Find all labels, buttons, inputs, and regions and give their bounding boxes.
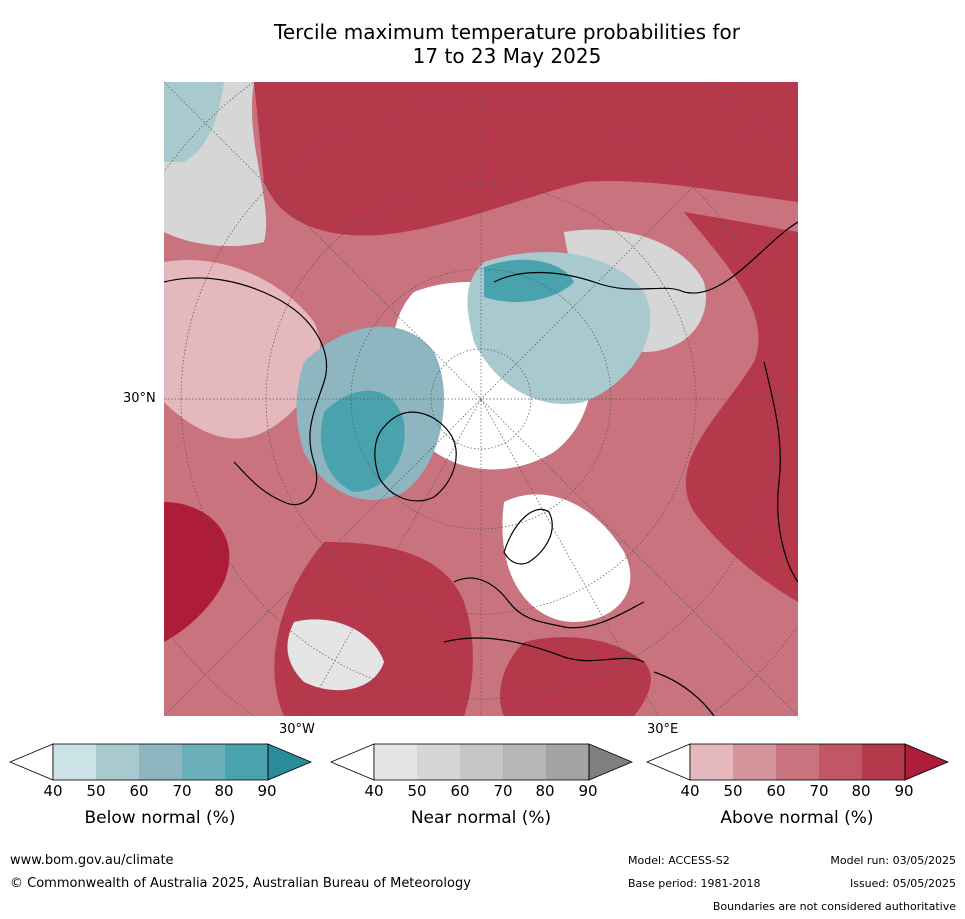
colorbar-bin — [374, 744, 417, 780]
tick-label: 50 — [723, 782, 743, 800]
longitude-label-30e: 30°E — [647, 722, 679, 737]
colorbar-high-arrow — [267, 743, 313, 781]
above-normal-region-west-pacific — [164, 502, 230, 642]
near-normal-region-atlantic — [287, 619, 384, 691]
coastline-eurasia — [493, 221, 798, 294]
colorbar-below-normal — [8, 743, 313, 781]
colorbar-above-normal-label: Above normal (%) — [720, 808, 874, 828]
coastlines — [164, 221, 798, 716]
colorbar-bin — [733, 744, 776, 780]
probability-map — [164, 82, 798, 716]
colorbar-low-arrow — [8, 743, 54, 781]
tick-label: 50 — [407, 782, 427, 800]
base-period: Base period: 1981-2018 — [628, 877, 761, 890]
tick-label: 90 — [578, 782, 598, 800]
colorbar-high-arrow — [588, 743, 634, 781]
colorbar-low-arrow — [329, 743, 375, 781]
tick-label: 50 — [86, 782, 106, 800]
colorbar-frame — [373, 743, 590, 781]
website-link[interactable]: www.bom.gov.au/climate — [10, 853, 174, 868]
coastline-greenland — [374, 411, 457, 502]
below-normal-region-canada-core — [320, 390, 405, 492]
tick-label: 90 — [894, 782, 914, 800]
coastline-north-america — [164, 277, 328, 506]
coastline-scandinavia — [503, 508, 553, 565]
tick-label: 60 — [129, 782, 149, 800]
colorbar-bin — [546, 744, 589, 780]
coastline-east-asia — [763, 361, 798, 583]
colorbar-bin — [503, 744, 546, 780]
colorbar-bin — [96, 744, 139, 780]
below-normal-region-west — [164, 82, 224, 162]
latitude-label-30n: 30°N — [123, 391, 156, 406]
tick-label: 70 — [809, 782, 829, 800]
above-normal-region-north-pacific — [254, 82, 798, 236]
tick-label: 40 — [680, 782, 700, 800]
colorbar-below-normal-label: Below normal (%) — [84, 808, 236, 828]
colorbar-below-normal-swatches — [8, 743, 313, 781]
model-name: Model: ACCESS-S2 — [628, 854, 730, 867]
tick-label: 90 — [257, 782, 277, 800]
model-run-date: Model run: 03/05/2025 — [830, 854, 956, 867]
colorbar-near-normal — [329, 743, 634, 781]
colorbar-bin — [776, 744, 819, 780]
graticule — [164, 82, 798, 716]
above-normal-region-asia — [684, 212, 798, 602]
tick-label: 40 — [364, 782, 384, 800]
boundaries-disclaimer: Boundaries are not considered authoritat… — [712, 900, 956, 913]
copyright-text: © Commonwealth of Australia 2025, Austra… — [10, 876, 471, 891]
colorbar-high-arrow — [904, 743, 950, 781]
tick-label: 80 — [535, 782, 555, 800]
colorbar-bin — [819, 744, 862, 780]
coastline-europe — [453, 577, 645, 629]
title-line-2: 17 to 23 May 2025 — [412, 44, 602, 68]
tick-label: 70 — [172, 782, 192, 800]
colorbar-near-normal-label: Near normal (%) — [410, 808, 552, 828]
colorbar-low-arrow — [645, 743, 691, 781]
title-line-1: Tercile maximum temperature probabilitie… — [274, 20, 740, 44]
tick-label: 70 — [493, 782, 513, 800]
colorbar-bin — [182, 744, 225, 780]
above-normal-region-mediterranean — [500, 637, 651, 716]
tick-label: 80 — [214, 782, 234, 800]
tick-label: 40 — [43, 782, 63, 800]
tick-label: 80 — [851, 782, 871, 800]
colorbar-bin — [417, 744, 460, 780]
tick-label: 60 — [766, 782, 786, 800]
longitude-label-30w: 30°W — [279, 722, 315, 737]
colorbar-bin — [690, 744, 733, 780]
colorbar-near-normal-swatches — [329, 743, 634, 781]
issued-date: Issued: 05/05/2025 — [849, 877, 956, 890]
map-title: Tercile maximum temperature probabilitie… — [160, 20, 854, 68]
colorbar-above-normal-swatches — [645, 743, 950, 781]
weak-signal-region-europe — [502, 494, 631, 622]
weak-signal-region-americas — [164, 260, 321, 439]
tick-label: 60 — [450, 782, 470, 800]
colorbar-bin — [139, 744, 182, 780]
coastline-arabia — [653, 671, 715, 716]
colorbar-bin — [53, 744, 96, 780]
colorbar-bin — [460, 744, 503, 780]
colorbar-frame — [689, 743, 906, 781]
colorbar-above-normal — [645, 743, 950, 781]
colorbar-bin — [225, 744, 268, 780]
colorbar-frame — [52, 743, 269, 781]
colorbar-bin — [862, 744, 905, 780]
below-normal-region-siberia-core — [484, 259, 574, 302]
coastline-mediterranean — [443, 637, 645, 663]
